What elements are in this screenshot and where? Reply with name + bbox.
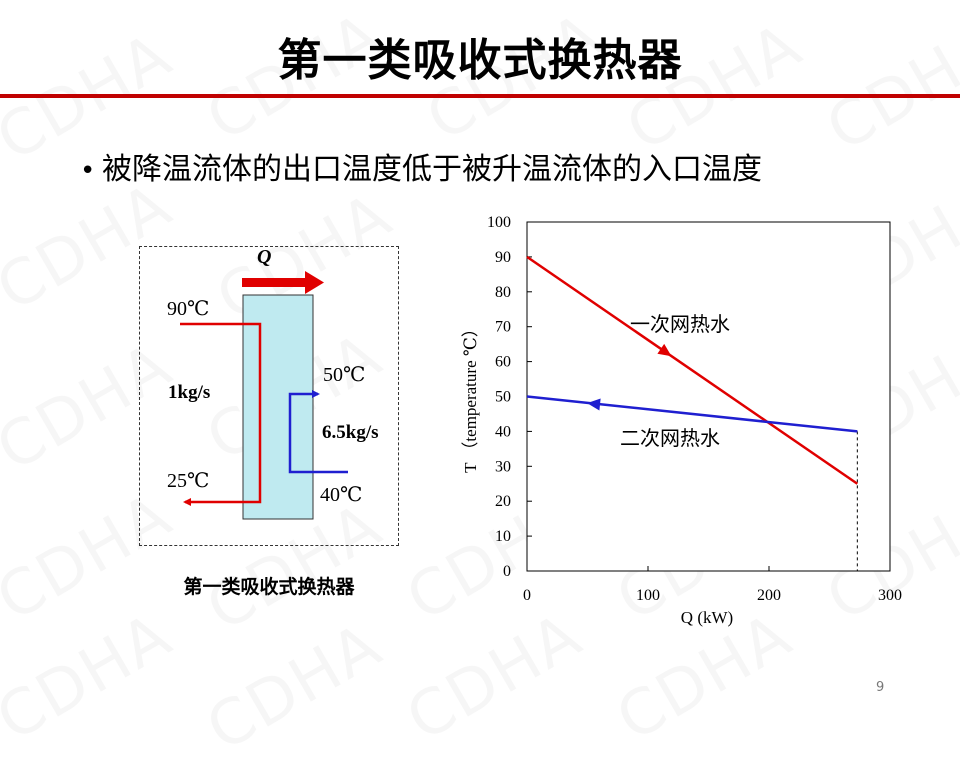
y-tick-label: 70 bbox=[495, 319, 511, 336]
y-tick-label: 30 bbox=[495, 458, 511, 475]
bullet-text: 被降温流体的出口温度低于被升温流体的入口温度 bbox=[102, 152, 762, 187]
y-tick-label: 50 bbox=[495, 389, 511, 406]
y-tick-label: 0 bbox=[503, 563, 511, 580]
y-tick-label: 20 bbox=[495, 493, 511, 510]
hot-outlet-temp: 25℃ bbox=[167, 470, 210, 492]
page-number: 9 bbox=[876, 680, 885, 695]
bullet-dot-icon: • bbox=[80, 156, 96, 186]
schematic-caption: 第一类吸收式换热器 bbox=[183, 576, 355, 598]
y-tick-label: 60 bbox=[495, 354, 511, 371]
hot-inlet-temp: 90℃ bbox=[167, 298, 210, 320]
series-arrow-primary-icon bbox=[657, 343, 672, 357]
y-tick-label: 10 bbox=[495, 528, 511, 545]
slide-title: 第一类吸收式换热器 bbox=[277, 35, 683, 86]
y-tick-label: 100 bbox=[487, 214, 511, 231]
x-tick-label: 200 bbox=[757, 587, 781, 604]
cold-inlet-temp: 40℃ bbox=[320, 484, 363, 506]
exchanger-schematic bbox=[180, 271, 348, 520]
y-axis-label: T （temperature ℃） bbox=[461, 320, 480, 473]
series-label-primary: 一次网热水 bbox=[630, 312, 730, 336]
series-label-secondary: 二次网热水 bbox=[620, 426, 720, 450]
cold-outlet-temp: 50℃ bbox=[323, 364, 366, 386]
hot-flow-rate: 1kg/s bbox=[168, 382, 211, 403]
hot-stream-path bbox=[180, 322, 262, 506]
y-tick-label: 40 bbox=[495, 423, 511, 440]
series-line-primary bbox=[526, 255, 859, 485]
plot-area bbox=[526, 221, 891, 572]
x-tick-label: 0 bbox=[523, 587, 531, 604]
x-axis-label: Q (kW) bbox=[681, 608, 733, 627]
title-divider bbox=[0, 94, 960, 98]
x-tick-label: 300 bbox=[878, 587, 902, 604]
exchanger-schematic-frame bbox=[139, 246, 399, 546]
heat-label: Q bbox=[257, 246, 272, 268]
heat-flow-arrow-icon bbox=[242, 271, 324, 294]
exchanger-body bbox=[242, 294, 314, 520]
series-line-secondary bbox=[526, 395, 858, 433]
bullet-item: • 被降温流体的出口温度低于被升温流体的入口温度 bbox=[80, 144, 762, 188]
cold-flow-rate: 6.5kg/s bbox=[322, 422, 379, 443]
x-tick-label: 100 bbox=[636, 587, 660, 604]
cold-stream-path bbox=[288, 390, 348, 474]
y-tick-label: 90 bbox=[495, 249, 511, 266]
series-arrow-secondary-icon bbox=[587, 398, 601, 411]
y-tick-label: 80 bbox=[495, 284, 511, 301]
